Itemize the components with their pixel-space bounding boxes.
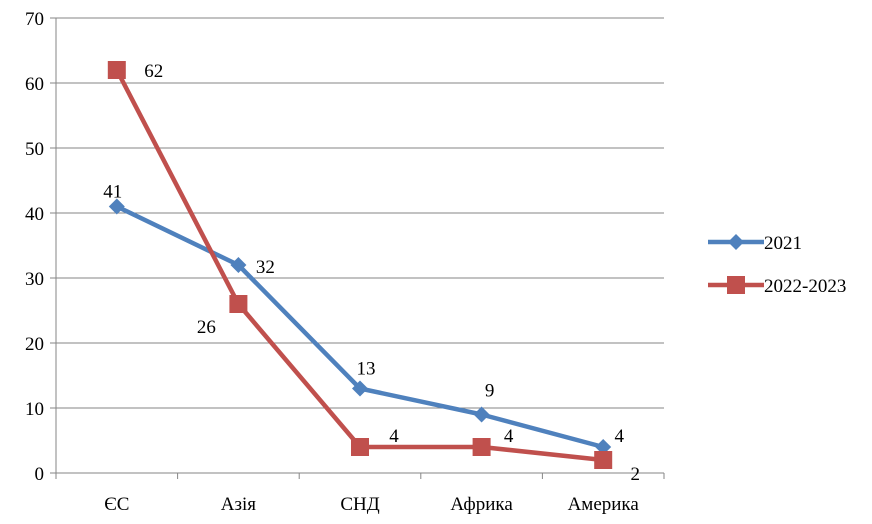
data-point-0-1 [230, 257, 247, 273]
legend-marker-0 [728, 234, 744, 250]
data-label: 4 [504, 426, 514, 447]
series-line-1 [114, 67, 606, 463]
y-tick-label: 50 [25, 139, 44, 160]
x-tick-label: Америка [568, 494, 640, 515]
y-axis-ticks: 0 10 20 30 40 50 60 70 [25, 9, 56, 485]
data-label: 4 [389, 426, 399, 447]
y-tick-label: 60 [25, 74, 44, 95]
series-layer [107, 61, 613, 469]
x-tick-label: ЄС [104, 494, 129, 515]
y-tick-label: 70 [25, 9, 44, 30]
data-label: 26 [197, 317, 216, 338]
legend-marker-1 [727, 276, 745, 294]
x-tick-label: Азія [221, 494, 257, 515]
data-point-1-3 [472, 438, 491, 456]
x-tick-label: СНД [340, 494, 379, 515]
data-point-0-0 [108, 198, 125, 215]
data-label: 62 [144, 61, 163, 82]
data-point-1-4 [594, 451, 613, 469]
data-label: 4 [614, 426, 624, 447]
y-tick-label: 0 [35, 464, 45, 485]
data-point-0-2 [352, 380, 368, 397]
data-label: 32 [256, 257, 275, 278]
data-point-1-1 [229, 295, 248, 313]
data-label: 9 [485, 381, 495, 402]
y-tick-label: 30 [25, 269, 44, 290]
x-axis-ticks: ЄС Азія СНД Африка Америка [55, 473, 665, 515]
x-tick-label: Африка [450, 494, 513, 515]
data-label: 13 [357, 359, 376, 380]
y-tick-label: 20 [25, 334, 44, 355]
legend: 2021 2022-2023 [708, 233, 846, 297]
legend-label: 2022-2023 [764, 276, 846, 297]
data-point-1-0 [107, 61, 126, 79]
y-tick-label: 40 [25, 204, 44, 225]
axes [55, 18, 664, 474]
legend-label: 2021 [764, 233, 802, 254]
y-tick-label: 10 [25, 399, 44, 420]
data-point-0-3 [473, 406, 490, 423]
data-label: 41 [103, 182, 122, 203]
data-label: 2 [630, 464, 640, 485]
series-line-0 [114, 204, 606, 450]
data-point-1-2 [351, 438, 369, 456]
